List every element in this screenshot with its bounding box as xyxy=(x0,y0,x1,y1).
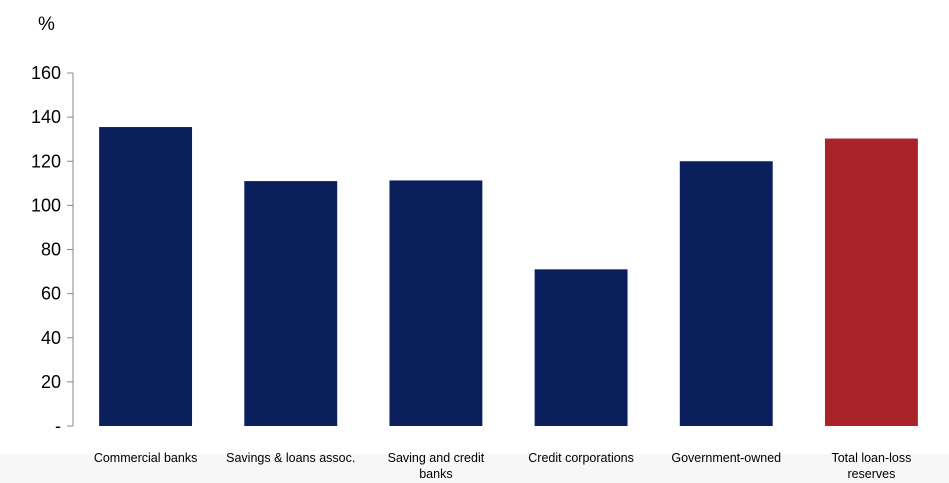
x-tick-label: Credit corporations xyxy=(528,451,634,465)
bar xyxy=(824,138,918,426)
x-tick-label: Savings & loans assoc. xyxy=(226,451,355,465)
y-tick-label: 140 xyxy=(31,107,61,127)
y-tick-label: 120 xyxy=(31,151,61,171)
bar xyxy=(99,127,193,426)
x-ticks: Commercial banks Savings & loans assoc. Sa… xyxy=(94,451,912,481)
bar xyxy=(679,161,773,426)
bar xyxy=(534,269,628,426)
bars xyxy=(99,127,918,426)
y-tick-label: 160 xyxy=(31,63,61,83)
bottom-band xyxy=(0,454,949,483)
x-tick-label: Saving and credit banks xyxy=(388,451,485,481)
y-ticks: - 20 40 60 80 100 120 140 160 xyxy=(31,63,73,436)
x-tick-label: Commercial banks xyxy=(94,451,198,465)
x-tick-label: Government-owned xyxy=(671,451,781,465)
bar xyxy=(244,181,338,426)
bar xyxy=(389,180,483,426)
y-tick-label: - xyxy=(55,416,61,436)
y-tick-label: 40 xyxy=(41,328,61,348)
y-tick-label: 80 xyxy=(41,240,61,260)
y-tick-label: 60 xyxy=(41,284,61,304)
y-tick-label: 100 xyxy=(31,195,61,215)
y-tick-label: 20 xyxy=(41,372,61,392)
y-axis-title: % xyxy=(38,14,55,35)
x-tick-label: Total loan-loss reserves xyxy=(831,451,911,481)
